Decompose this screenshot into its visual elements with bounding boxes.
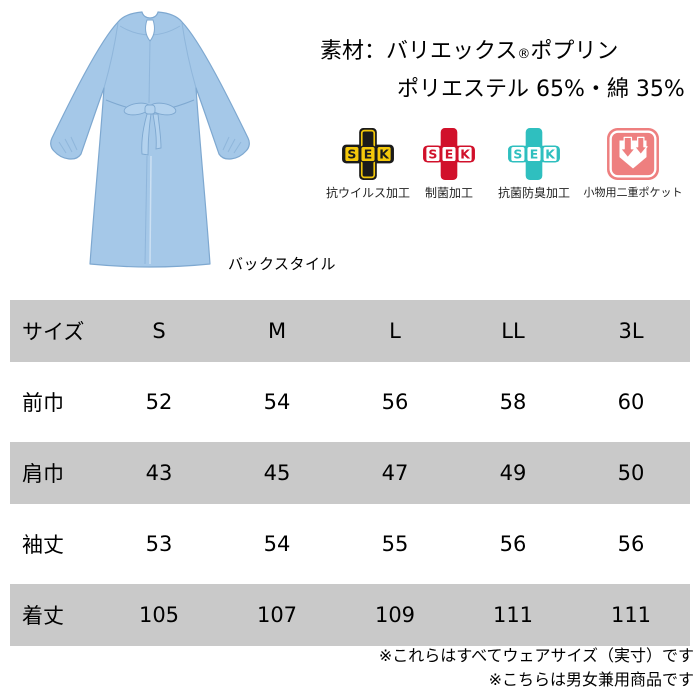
cell-value: 56	[617, 532, 645, 556]
svg-text:E: E	[530, 147, 539, 162]
cell-value: 60	[617, 390, 645, 414]
table-row-front-width: 前巾 52 54 56 58 60	[10, 366, 690, 438]
sek-deodorant-icon: S E K	[508, 128, 560, 180]
cell-value: 52	[145, 390, 173, 414]
badge-label: 抗菌防臭加工	[497, 186, 570, 200]
waist-tie-bow	[144, 104, 156, 115]
cell-value: 49	[499, 461, 527, 485]
cell-value: 107	[256, 603, 298, 627]
cell-value: 53	[145, 532, 173, 556]
certification-badges: S E K 抗ウイルス加工 S E K 制菌加工	[326, 127, 683, 201]
svg-text:E: E	[364, 147, 373, 162]
cell-value: 54	[263, 532, 291, 556]
badge-deodorant: S E K 小物用二重ポケット 抗菌防臭加工	[493, 127, 575, 201]
size-col-m: M	[267, 319, 287, 343]
badge-double-pocket: 小物用二重ポケット	[583, 127, 683, 200]
material-line1: 素材：バリエックス®ポプリン	[320, 39, 619, 64]
row-label: 前巾	[22, 391, 64, 415]
neck-opening	[145, 19, 155, 42]
badge-label: 抗ウイルス加工	[326, 186, 411, 200]
row-label: 袖丈	[22, 533, 64, 557]
material-line2: ポリエステル 65%・綿 35%	[397, 77, 685, 102]
size-col-l: L	[389, 319, 401, 343]
badge-label: 小物用二重ポケット	[583, 186, 683, 199]
cell-value: 56	[499, 532, 527, 556]
note-wear-size: ※これらはすべてウェアサイズ（実寸）です	[378, 646, 694, 665]
svg-text:K: K	[379, 147, 390, 162]
cell-value: 56	[381, 390, 409, 414]
size-col-ll: LL	[501, 319, 525, 343]
svg-text:S: S	[347, 147, 356, 162]
sek-antibacterial-icon: S E K	[423, 128, 475, 180]
cell-value: 105	[138, 603, 180, 627]
table-row-body-length: 着丈 105 107 109 111 111	[10, 584, 690, 646]
double-pocket-icon	[607, 128, 659, 180]
cell-value: 47	[381, 461, 409, 485]
badge-label: 制菌加工	[424, 186, 473, 200]
garment-caption: バックスタイル	[228, 255, 337, 273]
cell-value: 43	[145, 461, 173, 485]
svg-text:K: K	[460, 147, 471, 162]
registered-trademark: ®	[517, 47, 531, 62]
table-row-sleeve-length: 袖丈 53 54 55 56 56	[10, 508, 690, 580]
cell-value: 111	[610, 603, 652, 627]
badge-antibacterial: S E K 制菌加工	[413, 127, 485, 201]
cell-value: 111	[492, 603, 534, 627]
cell-value: 54	[263, 390, 291, 414]
note-unisex: ※こちらは男女兼用商品です	[488, 670, 694, 689]
cell-value: 109	[374, 603, 416, 627]
svg-text:E: E	[445, 147, 454, 162]
row-label: 肩巾	[22, 462, 64, 486]
footer-notes: ※これらはすべてウェアサイズ（実寸）です ※こちらは男女兼用商品です	[379, 644, 694, 692]
size-table-header-row: サイズ S M L LL 3L	[10, 300, 690, 362]
svg-text:S: S	[428, 147, 437, 162]
badge-antiviral: S E K 抗ウイルス加工	[326, 127, 410, 201]
svg-text:S: S	[513, 147, 522, 162]
svg-text:K: K	[545, 147, 556, 162]
table-row-shoulder-width: 肩巾 43 45 47 49 50	[10, 442, 690, 504]
cell-value: 50	[617, 461, 645, 485]
garment-back-illustration	[50, 11, 250, 268]
cell-value: 45	[263, 461, 291, 485]
sek-antiviral-icon: S E K	[342, 128, 394, 180]
cell-value: 55	[381, 532, 409, 556]
size-col-s: S	[152, 319, 166, 343]
material-description: 素材：バリエックス®ポプリン ポリエステル 65%・綿 35%	[320, 34, 685, 107]
size-table: サイズ S M L LL 3L 前巾 52 54 56 58 60 肩巾 43 …	[0, 296, 700, 650]
size-col-3l: 3L	[618, 319, 644, 343]
row-label: 着丈	[22, 604, 64, 628]
cell-value: 58	[499, 390, 527, 414]
size-table-header-label: サイズ	[22, 320, 85, 344]
